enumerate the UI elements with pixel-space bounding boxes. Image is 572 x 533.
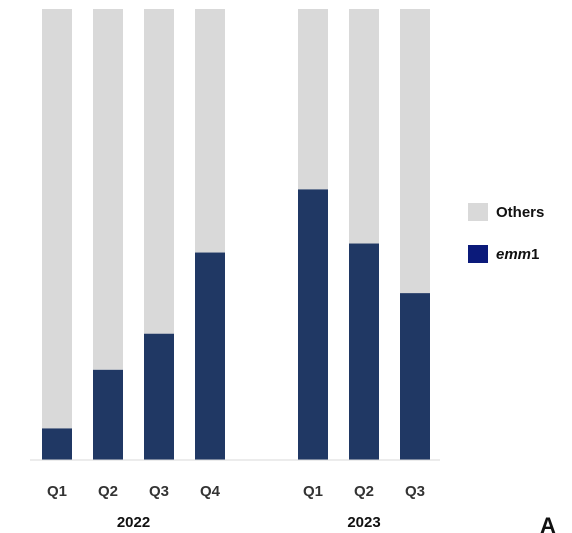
year-label-2: 2023: [347, 514, 380, 531]
bar-others-1: [42, 9, 72, 429]
bar-others-7: [400, 9, 430, 294]
panel-label: A: [540, 513, 556, 533]
bar-emm1-2: [93, 369, 123, 460]
x-tick-labels: Q1 Q2 Q3 Q4 Q1 Q2 Q3: [47, 483, 425, 500]
x-tick-label: Q4: [200, 483, 221, 500]
bar-others-4: [195, 9, 225, 253]
legend: Others emm1: [468, 203, 544, 263]
bar-emm1-3: [144, 333, 174, 460]
bar-others-2: [93, 9, 123, 370]
bar-others-3: [144, 9, 174, 334]
bar-emm1-6: [349, 243, 379, 460]
legend-label-others: Others: [496, 204, 544, 221]
x-tick-label: Q2: [98, 483, 118, 500]
x-tick-label: Q1: [47, 483, 67, 500]
year-labels: 2022 2023: [117, 514, 381, 531]
bar-emm1-1: [42, 428, 72, 460]
bar-emm1-4: [195, 252, 225, 460]
legend-swatch-emm1: [468, 245, 488, 263]
bar-others-6: [349, 9, 379, 244]
bar-others-5: [298, 9, 328, 190]
year-label-1: 2022: [117, 514, 150, 531]
bar-area: [42, 9, 430, 460]
x-tick-label: Q3: [149, 483, 169, 500]
bar-emm1-5: [298, 189, 328, 460]
bar-emm1-7: [400, 293, 430, 460]
legend-label-emm1: emm1: [496, 246, 539, 263]
legend-swatch-others: [468, 203, 488, 221]
x-tick-label: Q3: [405, 483, 425, 500]
x-tick-label: Q1: [303, 483, 323, 500]
x-tick-label: Q2: [354, 483, 374, 500]
